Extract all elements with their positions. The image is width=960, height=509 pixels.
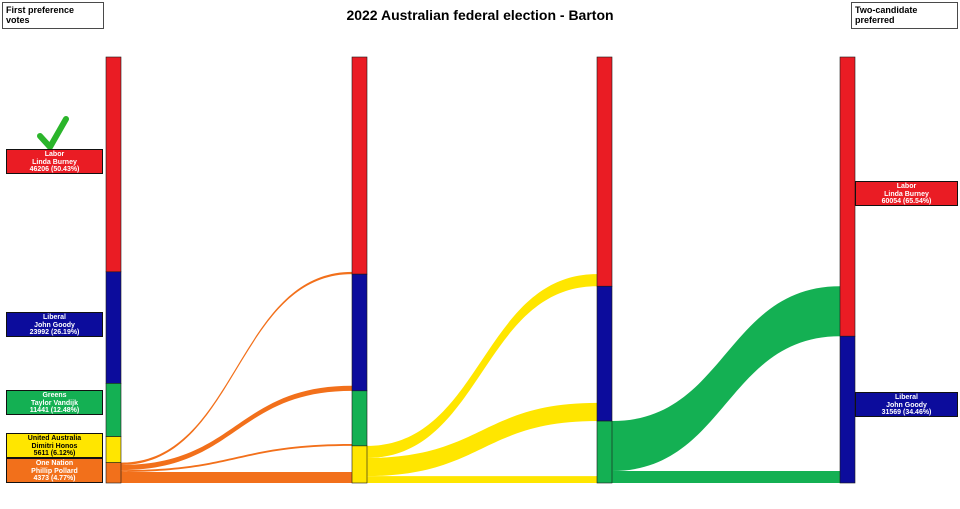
flow-one_nation-to-greens xyxy=(121,444,352,472)
label-first-pref-united-australia: United Australia Dimitri Honos 5611 (6.1… xyxy=(6,433,103,458)
candidate-name: Dimitri Honos xyxy=(31,442,78,450)
bar-round2-greens xyxy=(351,390,368,447)
bar-round2-uap xyxy=(351,445,368,484)
candidate-name: Linda Burney xyxy=(884,190,929,198)
flow-uap-to-labor xyxy=(367,274,597,458)
vote-count: 60054 (65.54%) xyxy=(881,198,932,206)
vote-count: 46206 (50.43%) xyxy=(29,166,80,174)
candidate-name: Phillip Pollard xyxy=(31,467,78,475)
label-first-pref-one-nation: One Nation Phillip Pollard 4373 (4.77%) xyxy=(6,458,103,483)
flow-uap-to-greens xyxy=(367,476,597,483)
bar-round2-liberal xyxy=(351,273,368,392)
bar-round1-uap xyxy=(105,436,122,463)
bar-round3-liberal xyxy=(596,285,613,422)
bars-layer xyxy=(105,56,856,484)
bar-round1-greens xyxy=(105,383,122,437)
vote-count: 23992 (26.19%) xyxy=(29,329,80,337)
bar-round1-liberal xyxy=(105,271,122,384)
party-name: One Nation xyxy=(35,460,74,467)
party-name: Liberal xyxy=(43,314,66,321)
flow-one_nation-to-labor xyxy=(121,271,352,465)
label-tcp-labor: Labor Linda Burney 60054 (65.54%) xyxy=(855,181,958,206)
vote-count: 4373 (4.77%) xyxy=(33,475,76,483)
label-first-pref-liberal: Liberal John Goody 23992 (26.19%) xyxy=(6,312,103,337)
bar-round4-liberal xyxy=(839,335,856,484)
bar-round1-one_nation xyxy=(105,462,122,484)
party-name: Labor xyxy=(44,151,65,158)
candidate-name: John Goody xyxy=(34,321,75,329)
label-first-pref-greens: Greens Taylor Vandijk 11441 (12.48%) xyxy=(6,390,103,415)
candidate-name: Taylor Vandijk xyxy=(31,399,78,407)
bar-round4-labor xyxy=(839,56,856,337)
party-name: Greens xyxy=(42,392,67,399)
flow-one_nation-to-uap xyxy=(121,471,352,483)
candidate-name: Linda Burney xyxy=(32,158,77,166)
flow-one_nation-to-liberal xyxy=(121,385,352,471)
first-preference-votes-box: First preference votes xyxy=(2,2,104,29)
bar-round2-labor xyxy=(351,56,368,275)
party-name: Labor xyxy=(896,183,917,190)
party-name: United Australia xyxy=(27,435,82,442)
label-first-pref-labor: Labor Linda Burney 46206 (50.43%) xyxy=(6,149,103,174)
flow-uap-to-liberal xyxy=(367,402,597,477)
bar-round3-greens xyxy=(596,420,613,484)
vote-count: 5611 (6.12%) xyxy=(33,450,76,458)
party-name: Liberal xyxy=(895,394,918,401)
bar-round1-labor xyxy=(105,56,122,273)
flow-greens-to-liberal xyxy=(612,471,840,483)
vote-count: 31569 (34.46%) xyxy=(881,409,932,417)
candidate-name: John Goody xyxy=(886,401,927,409)
label-tcp-liberal: Liberal John Goody 31569 (34.46%) xyxy=(855,392,958,417)
vote-count: 11441 (12.48%) xyxy=(29,407,80,415)
flows-layer xyxy=(121,271,840,483)
flow-greens-to-labor xyxy=(612,286,840,472)
bar-round3-labor xyxy=(596,56,613,287)
two-candidate-preferred-box: Two-candidate preferred xyxy=(851,2,958,29)
winner-check-icon xyxy=(37,116,69,150)
page-title: 2022 Australian federal election - Barto… xyxy=(346,7,614,23)
